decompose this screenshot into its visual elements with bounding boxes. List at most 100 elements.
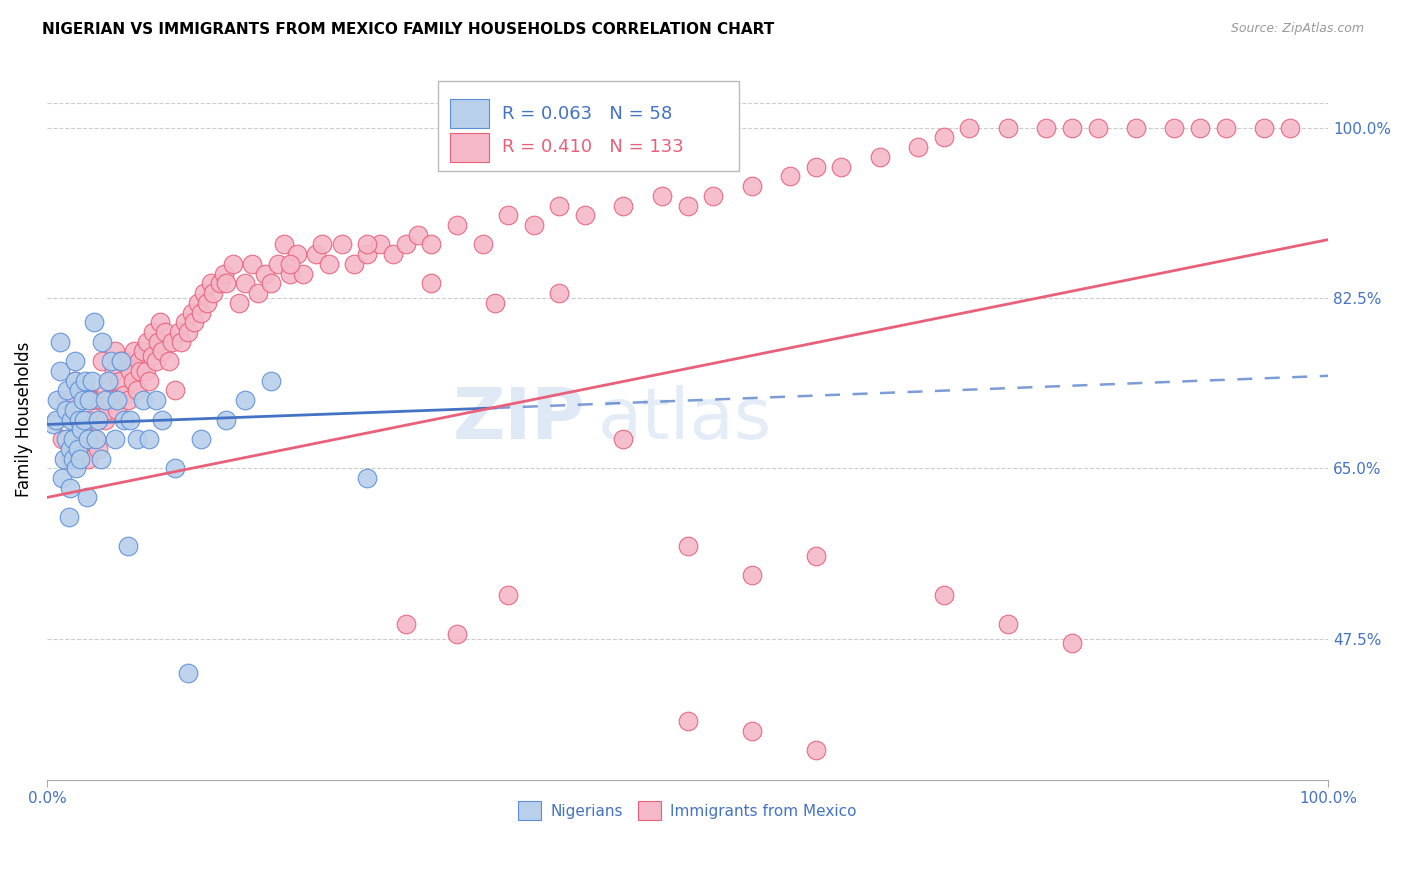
Point	[157, 354, 180, 368]
Point	[91, 354, 114, 368]
Point	[117, 539, 139, 553]
Point	[162, 334, 184, 349]
Point	[676, 539, 699, 553]
Point	[52, 451, 75, 466]
Point	[612, 198, 634, 212]
Point	[408, 227, 430, 242]
Point	[574, 208, 596, 222]
Point	[97, 374, 120, 388]
Point	[62, 432, 84, 446]
Point	[804, 160, 827, 174]
Point	[77, 451, 100, 466]
Point	[62, 451, 84, 466]
Point	[228, 296, 250, 310]
Point	[1163, 120, 1185, 135]
Point	[318, 257, 340, 271]
Point	[67, 384, 90, 398]
Point	[311, 237, 333, 252]
Point	[195, 296, 218, 310]
Point	[148, 334, 170, 349]
Point	[212, 267, 235, 281]
Point	[1253, 120, 1275, 135]
Point	[163, 461, 186, 475]
Point	[63, 374, 86, 388]
Point	[80, 393, 103, 408]
Point	[869, 150, 891, 164]
Point	[343, 257, 366, 271]
Point	[247, 286, 270, 301]
Point	[121, 374, 143, 388]
Point	[56, 384, 79, 398]
Point	[120, 412, 142, 426]
Point	[122, 344, 145, 359]
Point	[420, 237, 443, 252]
Point	[51, 432, 73, 446]
FancyBboxPatch shape	[437, 81, 738, 171]
Point	[145, 354, 167, 368]
Point	[804, 743, 827, 757]
Point	[135, 334, 157, 349]
Point	[100, 393, 122, 408]
Point	[42, 417, 65, 432]
Point	[108, 374, 131, 388]
Point	[80, 374, 103, 388]
Point	[51, 471, 73, 485]
Point	[266, 257, 288, 271]
Point	[187, 296, 209, 310]
Point	[741, 723, 763, 738]
Point	[83, 432, 105, 446]
Text: R = 0.063   N = 58: R = 0.063 N = 58	[502, 104, 672, 122]
Point	[368, 237, 391, 252]
Point	[997, 120, 1019, 135]
Point	[1278, 120, 1301, 135]
Point	[330, 237, 353, 252]
Point	[523, 218, 546, 232]
Point	[292, 267, 315, 281]
Point	[83, 315, 105, 329]
Point	[190, 305, 212, 319]
Point	[183, 315, 205, 329]
Text: NIGERIAN VS IMMIGRANTS FROM MEXICO FAMILY HOUSEHOLDS CORRELATION CHART: NIGERIAN VS IMMIGRANTS FROM MEXICO FAMIL…	[42, 22, 775, 37]
Text: ZIP: ZIP	[453, 385, 585, 454]
Point	[125, 384, 148, 398]
Point	[90, 393, 112, 408]
Point	[62, 412, 84, 426]
Point	[190, 432, 212, 446]
Point	[77, 432, 100, 446]
Point	[65, 461, 87, 475]
Point	[93, 412, 115, 426]
Point	[741, 179, 763, 194]
Point	[932, 588, 955, 602]
Point	[153, 325, 176, 339]
Legend: Nigerians, Immigrants from Mexico: Nigerians, Immigrants from Mexico	[512, 795, 863, 826]
Point	[105, 402, 128, 417]
Point	[200, 277, 222, 291]
Point	[997, 616, 1019, 631]
Point	[395, 616, 418, 631]
Point	[356, 237, 378, 252]
Point	[174, 315, 197, 329]
Point	[67, 412, 90, 426]
Point	[110, 354, 132, 368]
Point	[260, 277, 283, 291]
Point	[305, 247, 328, 261]
Point	[60, 412, 83, 426]
Point	[125, 432, 148, 446]
Point	[63, 354, 86, 368]
Point	[87, 442, 110, 456]
Point	[149, 315, 172, 329]
Point	[484, 296, 506, 310]
Point	[235, 393, 257, 408]
Point	[128, 354, 150, 368]
Point	[103, 364, 125, 378]
Point	[77, 412, 100, 426]
Point	[208, 277, 231, 291]
Point	[55, 402, 77, 417]
Point	[48, 364, 70, 378]
Text: Source: ZipAtlas.com: Source: ZipAtlas.com	[1230, 22, 1364, 36]
Point	[202, 286, 225, 301]
Point	[612, 432, 634, 446]
Point	[221, 257, 243, 271]
Point	[105, 393, 128, 408]
Point	[141, 350, 163, 364]
